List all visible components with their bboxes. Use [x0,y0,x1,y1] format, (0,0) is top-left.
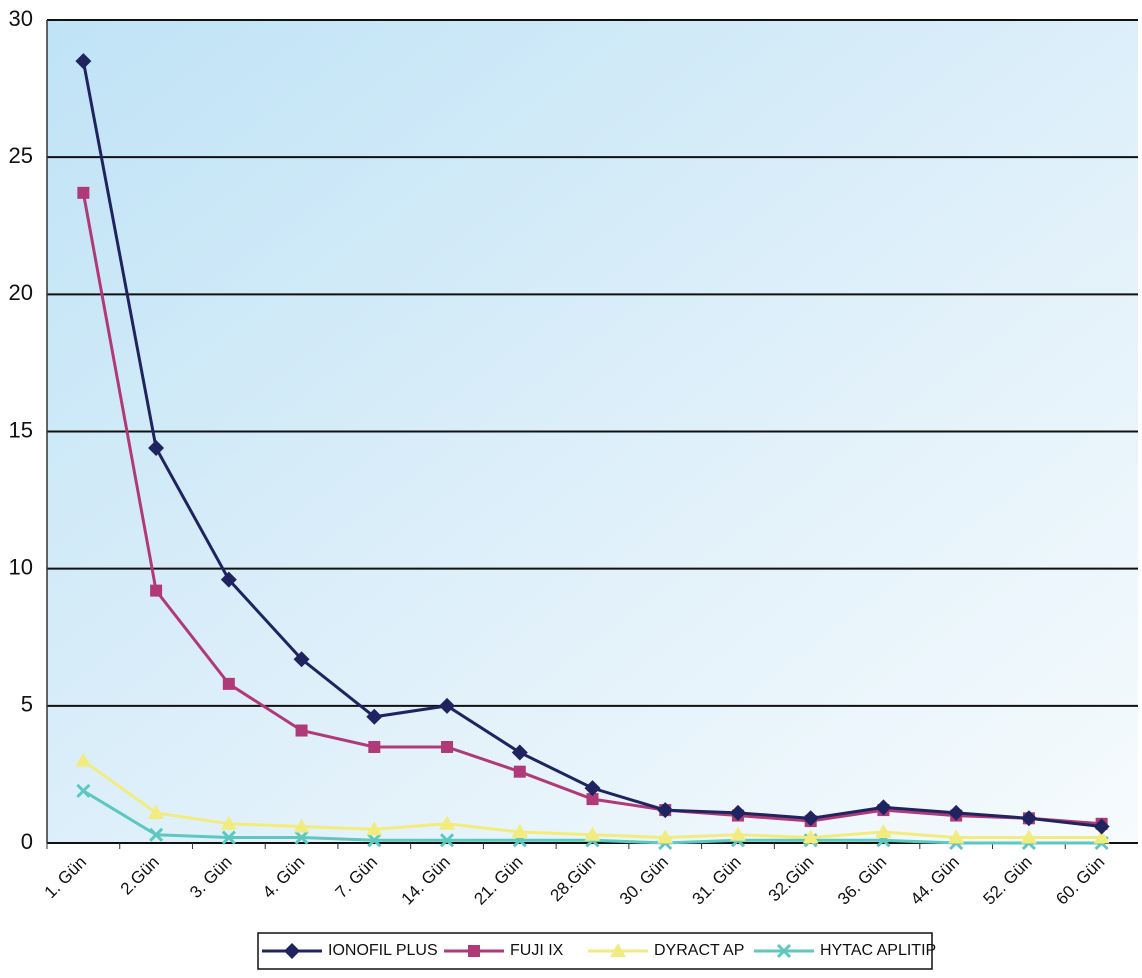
marker [441,740,454,753]
marker [294,830,309,845]
marker [657,802,674,819]
marker [293,651,310,668]
marker [220,815,237,830]
marker [150,584,163,597]
marker [511,744,528,761]
x-tick-label: 32.Gün [765,852,818,905]
marker [875,824,892,839]
marker [284,943,300,959]
marker [148,804,165,819]
x-tick-label: 36. Gün [834,852,890,908]
legend-label: IONOFIL PLUS [328,942,438,959]
y-tick-label: 0 [21,829,33,854]
marker [948,804,965,821]
marker [584,826,601,841]
x-tick-label: 52. Gün [980,852,1036,908]
marker [1093,818,1110,835]
marker [468,945,480,957]
marker [439,815,456,830]
x-tick-label: 1. Gün [41,852,91,902]
marker [948,829,965,844]
marker [802,829,819,844]
legend: IONOFIL PLUS FUJI IX DYRACT AP HYTAC APLITI… [257,932,936,970]
marker [802,810,819,827]
marker [657,829,674,844]
marker [1020,810,1037,827]
x-tick-label: 7. Gün [332,852,382,902]
x-tick-label: 4. Gün [259,852,309,902]
legend-label: HYTAC APLITIP [820,942,936,959]
marker [586,793,599,806]
x-tick-label: 28.Gün [546,852,599,905]
marker [367,833,382,848]
y-tick-label: 25 [9,143,33,168]
marker [368,740,381,753]
marker [729,804,746,821]
marker [1093,829,1110,844]
y-tick-label: 15 [9,417,33,442]
marker [222,677,235,690]
x-tick-label: 31. Gün [689,852,745,908]
marker [1020,829,1037,844]
marker [875,799,892,816]
marker [513,765,526,778]
marker [75,53,92,70]
marker [293,818,310,833]
marker [584,780,601,797]
x-tick-label: 30. Gün [616,852,672,908]
marker [776,943,792,959]
y-tick-label: 5 [21,692,33,717]
legend-label: DYRACT AP [654,942,744,959]
marker [439,697,456,714]
marker [366,708,383,725]
y-tick-label: 20 [9,280,33,305]
marker [729,826,746,841]
marker [511,824,528,839]
x-tick-label: 60. Gün [1052,852,1108,908]
marker [75,752,92,767]
marker [221,830,236,845]
x-tick-label: 2.Gün [117,852,163,898]
x-tick-label: 14. Gün [398,852,454,908]
marker [610,943,626,957]
marker [366,821,383,836]
y-tick-label: 10 [9,554,33,579]
legend-label: FUJI IX [510,942,564,959]
x-tick-label: 44. Gün [907,852,963,908]
y-tick-label: 30 [9,6,33,31]
marker [220,571,237,588]
marker [439,833,455,848]
marker [149,827,164,842]
marker [148,439,165,456]
marker [295,724,308,737]
x-tick-label: 3. Gün [186,852,236,902]
marker [77,186,90,199]
marker [76,783,91,798]
x-tick-label: 21. Gün [470,852,526,908]
